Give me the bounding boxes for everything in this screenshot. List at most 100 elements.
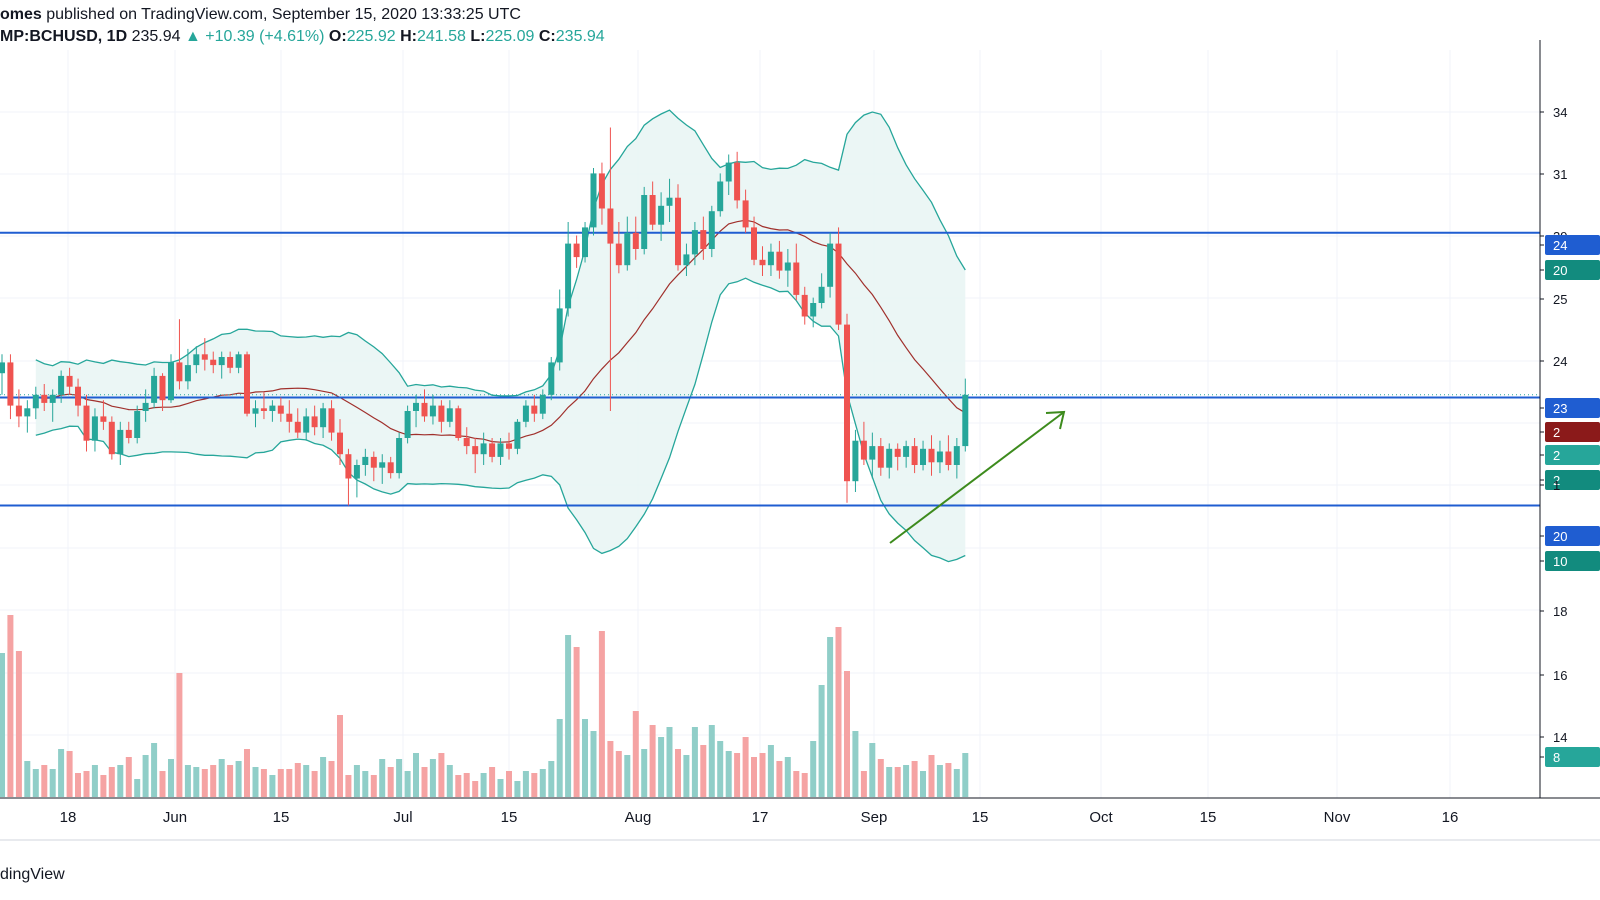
volume-bar <box>151 743 158 797</box>
close-value: 235.94 <box>555 28 605 45</box>
volume-bar <box>700 745 707 797</box>
candle-body <box>945 451 952 465</box>
candle-body <box>134 411 141 438</box>
volume-bar <box>565 635 572 797</box>
time-tick-label: Jul <box>393 809 412 826</box>
candle-body <box>227 357 234 368</box>
candle-body <box>0 362 5 374</box>
volume-bar <box>936 765 943 797</box>
candle-body <box>345 454 352 479</box>
candle-body <box>844 324 850 482</box>
close-label: C: <box>538 28 556 45</box>
candle-body <box>58 375 65 395</box>
symbol-label[interactable]: MP:BCHUSD, 1D <box>0 28 128 45</box>
candle-body <box>387 462 394 474</box>
candle-body <box>810 303 817 317</box>
price-axis-label: 2 <box>1553 473 1560 488</box>
volume-bar <box>852 731 859 797</box>
candle-body <box>15 405 22 417</box>
candle-body <box>151 375 158 403</box>
candle-body <box>438 405 445 422</box>
volume-bar <box>184 765 191 797</box>
chart-header: omes published on TradingView.com, Septe… <box>0 0 1600 56</box>
candle-body <box>286 413 293 422</box>
price-label-badge <box>1545 551 1600 571</box>
volume-bar <box>675 749 681 797</box>
candle-body <box>396 438 403 474</box>
candle-body <box>159 375 166 401</box>
volume-bar <box>15 651 22 797</box>
candle-body <box>903 446 910 457</box>
candle-body <box>759 259 766 266</box>
volume-bar <box>244 749 250 797</box>
volume-bar <box>751 757 757 797</box>
volume-bar <box>117 765 124 797</box>
volume-bar <box>742 737 749 797</box>
candle-body <box>210 359 217 366</box>
volume-series <box>0 615 969 797</box>
time-tick-label: Oct <box>1089 809 1113 826</box>
volume-bar <box>835 627 842 797</box>
candle-body <box>83 405 90 441</box>
chart-axes <box>0 40 1600 841</box>
candle-body <box>455 408 462 438</box>
volume-bar <box>548 761 555 797</box>
candle-body <box>176 362 183 382</box>
price-axis-labels: 3431292524242320202221011816148 <box>1540 105 1600 767</box>
volume-bar <box>387 767 394 797</box>
candle-body <box>801 294 808 317</box>
volume-bar <box>632 711 639 797</box>
volume-bar <box>615 751 622 797</box>
candle-body <box>260 408 267 411</box>
candle-body <box>370 456 377 468</box>
candle-body <box>32 394 39 409</box>
price-label-badge <box>1545 747 1600 767</box>
volume-bar <box>193 767 200 797</box>
candle-body <box>184 365 191 382</box>
price-axis-label: 14 <box>1553 730 1567 745</box>
volume-bar <box>32 769 39 797</box>
price-axis-label: 16 <box>1553 668 1567 683</box>
volume-bar <box>641 749 648 797</box>
price-axis-label: 2 <box>1553 448 1560 463</box>
candle-body <box>66 375 73 387</box>
low-value: 225.09 <box>485 28 535 45</box>
candle-body <box>776 251 783 271</box>
candle-body <box>24 408 31 417</box>
price-axis-label: 23 <box>1553 401 1567 416</box>
candle-body <box>767 251 774 266</box>
candle-body <box>582 227 588 258</box>
volume-bar <box>590 731 597 797</box>
volume-bar <box>759 753 766 797</box>
volume-bar <box>328 761 335 797</box>
volume-bar <box>303 765 310 797</box>
volume-bar <box>506 771 512 797</box>
candle-body <box>41 394 48 403</box>
candle-body <box>446 408 453 422</box>
candle-body <box>472 446 479 455</box>
volume-bar <box>869 743 876 797</box>
candle-body <box>548 362 555 395</box>
candle-body <box>818 286 825 303</box>
volume-bar <box>353 765 360 797</box>
author-name[interactable]: omes <box>0 6 42 23</box>
time-tick-label: 15 <box>501 809 518 826</box>
volume-bar <box>277 769 284 797</box>
drawings <box>889 410 1066 544</box>
price-axis-label: 20 <box>1553 529 1567 544</box>
trend-arrow-line <box>889 411 1065 544</box>
candle-body <box>142 402 149 411</box>
symbol-info: MP:BCHUSD, 1D 235.94 ▲ +10.39 (+4.61%) O… <box>0 28 605 46</box>
bollinger-upper <box>35 109 966 397</box>
candle-body <box>201 354 208 360</box>
candle-body <box>303 416 310 433</box>
publish-info: omes published on TradingView.com, Septe… <box>0 6 521 24</box>
candlestick-series <box>0 127 969 506</box>
candle-body <box>514 421 521 449</box>
volume-bar <box>413 753 419 797</box>
low-label: L: <box>470 28 486 45</box>
volume-bar <box>142 755 149 797</box>
volume-bar <box>877 759 884 797</box>
volume-bar <box>311 771 318 797</box>
